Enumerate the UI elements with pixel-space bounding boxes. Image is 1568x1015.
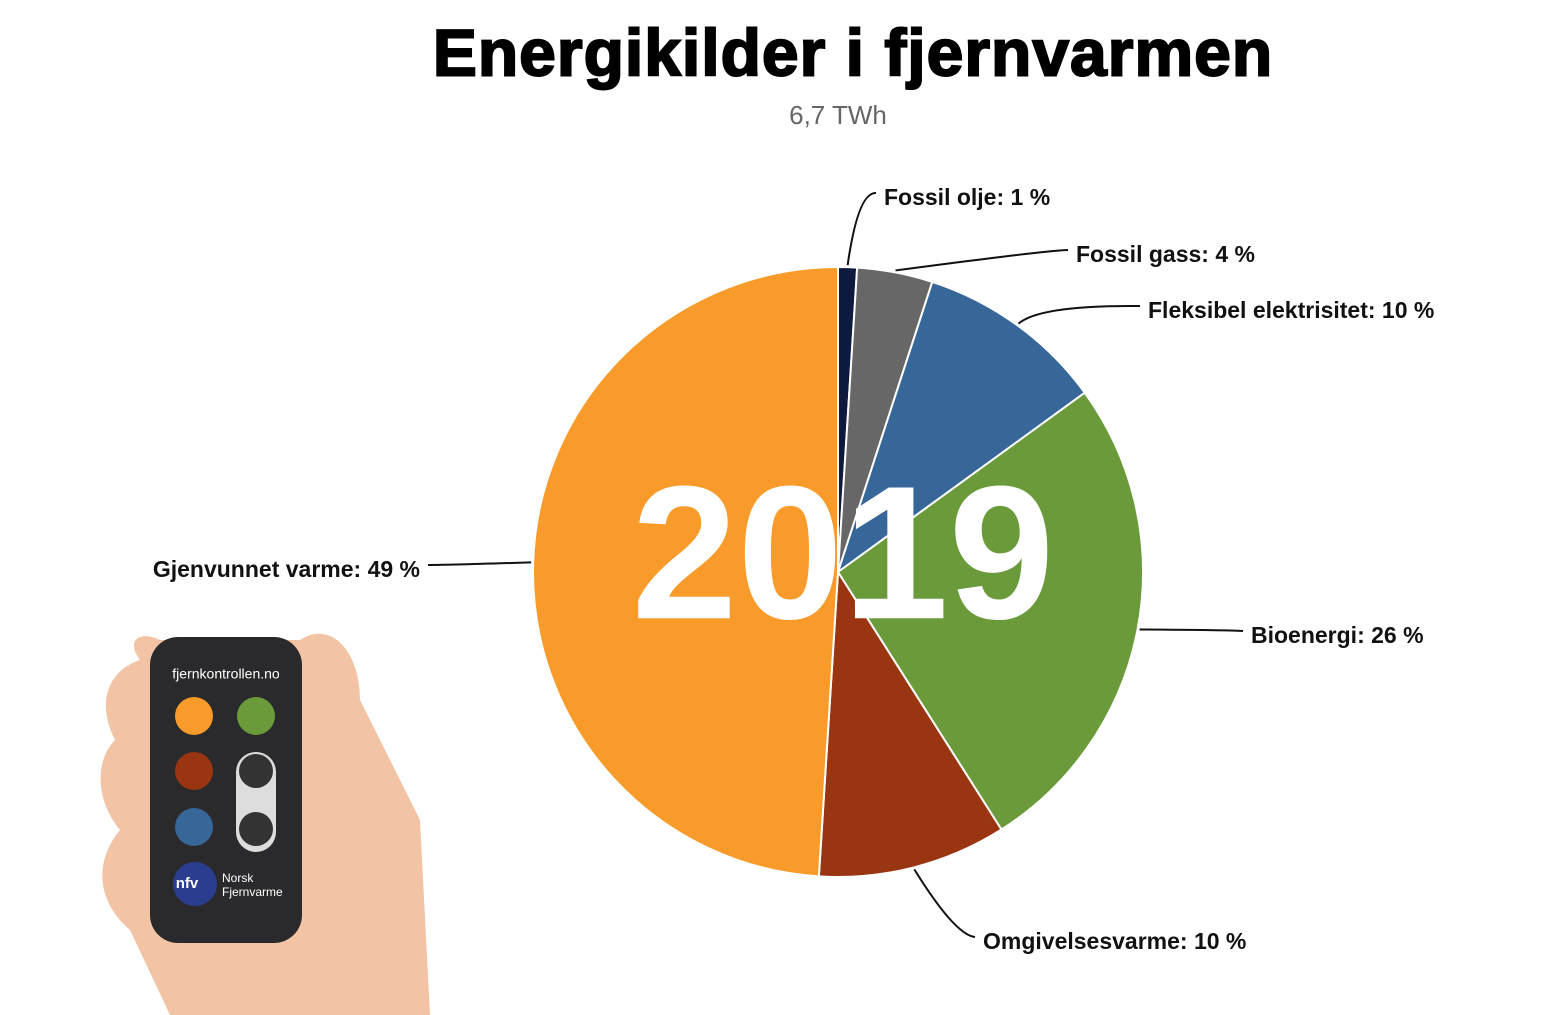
leader-line xyxy=(913,868,976,938)
leader-line xyxy=(895,249,1069,272)
data-label: Omgivelsesvarme: 10 % xyxy=(983,928,1246,954)
button xyxy=(175,697,213,735)
leader-line xyxy=(846,191,877,266)
remote-url: fjernkontrollen.no xyxy=(172,666,280,682)
data-label: Fossil gass: 4 % xyxy=(1076,241,1255,267)
data-label: Gjenvunnet varme: 49 % xyxy=(153,556,420,582)
data-label: Fleksibel elektrisitet: 10 % xyxy=(1148,297,1434,323)
logo-text: nfv xyxy=(176,875,199,892)
button xyxy=(239,754,273,788)
leader-line xyxy=(1139,628,1244,632)
pie-slice xyxy=(836,280,1087,575)
button xyxy=(175,808,213,846)
pie-slice xyxy=(836,391,1144,831)
data-label: Bioenergi: 26 % xyxy=(1251,622,1424,648)
pie-slice xyxy=(817,568,1003,878)
data-label: Fossil olje: 1 % xyxy=(884,184,1050,210)
leader-line xyxy=(1017,304,1141,325)
logo-text: Norsk xyxy=(222,871,254,885)
year-annotation: 2019 xyxy=(632,447,1055,659)
pie xyxy=(427,191,1244,938)
chart-subtitle: 6,7 TWh xyxy=(789,100,887,130)
logo xyxy=(173,862,217,906)
remote-illustration: fjernkontrollen.no nfv Norsk Fjernvarme xyxy=(100,633,430,1015)
button xyxy=(239,812,273,846)
chart-title: Energikilder i fjernvarmen xyxy=(433,15,1273,89)
button xyxy=(175,752,213,790)
leader-line xyxy=(427,561,532,566)
logo-text: Fjernvarme xyxy=(222,885,283,899)
button xyxy=(237,697,275,735)
pie-slice xyxy=(532,265,839,878)
